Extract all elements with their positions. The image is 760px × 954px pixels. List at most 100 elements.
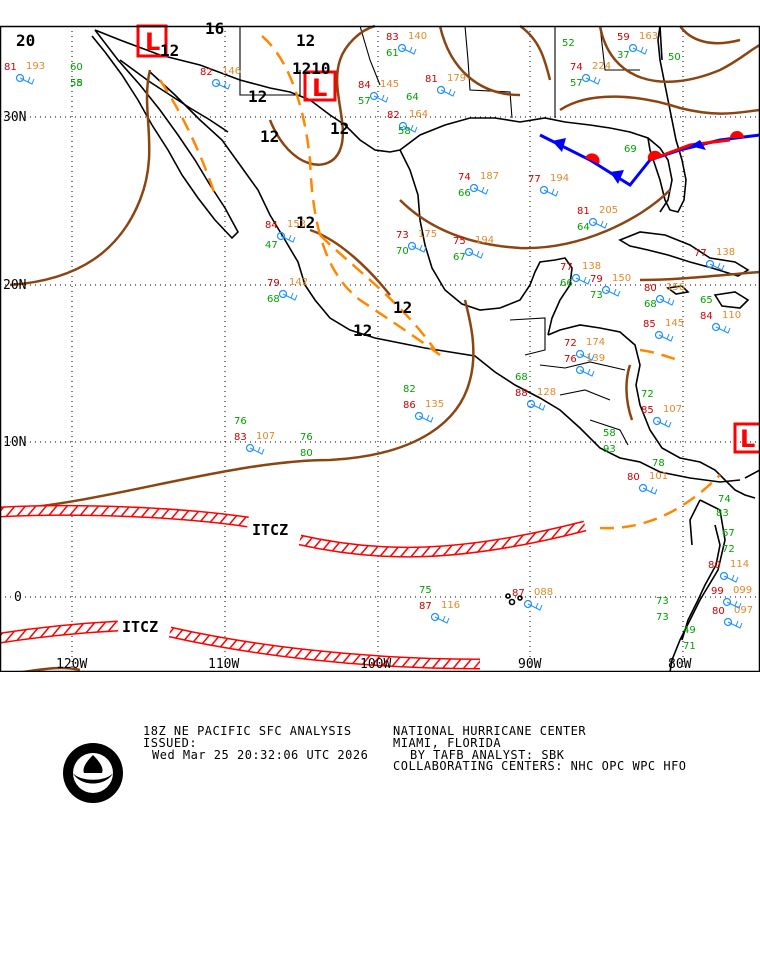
station-circle-icon bbox=[723, 617, 733, 627]
station-circle-icon bbox=[245, 443, 255, 453]
station-plot: 85 145 bbox=[643, 318, 684, 342]
station-circle-icon bbox=[575, 365, 585, 375]
isobar-label: 12 bbox=[393, 298, 412, 317]
wind-barb-icon bbox=[530, 402, 546, 411]
wind-barb-icon bbox=[709, 262, 725, 271]
station-temperature: 84 bbox=[700, 311, 713, 322]
station-plot: 80 101 bbox=[627, 471, 668, 495]
station-dewpoint: 68 bbox=[644, 299, 657, 310]
station-plot: 86 135 bbox=[403, 399, 444, 423]
station-plot: 68 bbox=[515, 372, 528, 383]
wind-barb-icon bbox=[249, 446, 265, 455]
station-plot: 80 097 bbox=[712, 605, 753, 629]
wind-barb-icon bbox=[715, 325, 731, 334]
station-pressure: 140 bbox=[408, 31, 427, 42]
station-pressure: 139 bbox=[586, 353, 605, 364]
wind-barb-icon bbox=[401, 46, 417, 55]
isobar-label: 12 bbox=[248, 87, 267, 106]
station-pressure: 194 bbox=[475, 235, 494, 246]
station-plot: 78 bbox=[652, 458, 665, 469]
station-temperature: 82 bbox=[387, 110, 400, 121]
station-pressure: 179 bbox=[447, 73, 466, 84]
station-temperature: 77 bbox=[560, 262, 573, 273]
station-plot: 83 bbox=[716, 508, 729, 519]
station-plot: 80 156 bbox=[644, 282, 685, 306]
issued-label: ISSUED: bbox=[143, 736, 198, 750]
wind-barb-icon bbox=[411, 244, 427, 253]
wind-barb-icon bbox=[440, 88, 456, 97]
station-dewpoint: 58 bbox=[603, 428, 616, 439]
station-plot: 85 107 bbox=[641, 404, 682, 428]
station-dewpoint: 67 bbox=[722, 528, 735, 539]
low-center-value: 1210 bbox=[292, 59, 331, 78]
analysis-title: 18Z NE PACIFIC SFC ANALYSIS bbox=[143, 724, 352, 738]
wind-barb-icon bbox=[575, 276, 591, 285]
low-pressure-centers: L L L bbox=[136, 24, 760, 454]
station-plot: 75 194 bbox=[453, 235, 494, 259]
lon-label: 110W bbox=[208, 657, 239, 672]
station-plot: 81 193 bbox=[4, 61, 45, 85]
station-plot: 82 164 bbox=[387, 109, 428, 133]
station-pressure: 164 bbox=[409, 109, 428, 120]
station-temperature: 84 bbox=[265, 220, 278, 231]
wind-barb-icon bbox=[282, 292, 298, 301]
station-plot: 82 146 bbox=[200, 66, 241, 90]
station-dewpoint: 37 bbox=[617, 50, 630, 61]
station-dewpoint: 67 bbox=[453, 252, 466, 263]
isobar-label: 16 bbox=[205, 19, 224, 38]
station-dewpoint: 58 bbox=[70, 78, 83, 89]
station-plot: 79 150 bbox=[590, 273, 631, 297]
station-circle-icon bbox=[655, 294, 665, 304]
wind-barb-icon bbox=[402, 124, 418, 133]
station-dewpoint: 68 bbox=[515, 372, 528, 383]
wind-barb-icon bbox=[19, 76, 35, 85]
station-plot: 50 bbox=[668, 52, 681, 63]
map-background bbox=[0, 0, 760, 672]
station-plot: 87 116 bbox=[419, 600, 460, 624]
station-plot: 76 bbox=[300, 432, 313, 443]
station-dewpoint: 64 bbox=[406, 92, 419, 103]
station-pressure: 174 bbox=[586, 337, 605, 348]
station-dewpoint: 58 bbox=[398, 126, 411, 137]
station-plot: 88 128 bbox=[515, 387, 556, 411]
station-temperature: 74 bbox=[458, 172, 471, 183]
wind-barb-icon bbox=[579, 368, 595, 377]
itcz-labels: ITCZ ITCZ bbox=[122, 521, 288, 636]
station-temperature: 83 bbox=[234, 432, 247, 443]
wind-barb-icon bbox=[473, 186, 489, 195]
station-temperature: 74 bbox=[570, 62, 583, 73]
station-pressure: 187 bbox=[480, 171, 499, 182]
low-center-marker: L bbox=[312, 74, 327, 102]
station-pressure: 110 bbox=[722, 310, 741, 321]
isobar-label: 12 bbox=[296, 31, 315, 50]
station-circle-icon bbox=[652, 416, 662, 426]
station-plot: 73 bbox=[590, 290, 603, 301]
station-plot: 57 bbox=[570, 78, 583, 89]
lat-lon-grid bbox=[0, 26, 760, 672]
station-temperature: 82 bbox=[200, 67, 213, 78]
station-dewpoint: 82 bbox=[403, 384, 416, 395]
station-plot: 58 bbox=[603, 428, 616, 439]
station-pressure: 205 bbox=[599, 205, 618, 216]
station-plot: 77 194 bbox=[528, 173, 569, 197]
station-circle-icon bbox=[464, 247, 474, 257]
station-temperature: 80 bbox=[708, 560, 721, 571]
stationary-front bbox=[539, 131, 760, 187]
station-dewpoint: 73 bbox=[590, 290, 603, 301]
station-plot: 67 bbox=[453, 252, 466, 263]
station-pressure: 145 bbox=[380, 79, 399, 90]
station-dewpoint: 52 bbox=[562, 38, 575, 49]
station-plot: 58 bbox=[70, 78, 83, 89]
station-pressure: 088 bbox=[534, 587, 553, 598]
station-temperature: 81 bbox=[577, 206, 590, 217]
station-pressure: 194 bbox=[550, 173, 569, 184]
wind-barb-icon bbox=[434, 615, 450, 624]
station-plot: 71 bbox=[683, 641, 696, 652]
station-circle-icon bbox=[276, 231, 286, 241]
station-plot: 57 bbox=[358, 96, 371, 107]
station-dewpoint: 50 bbox=[668, 52, 681, 63]
station-pressure: 193 bbox=[26, 61, 45, 72]
station-dewpoint: 66 bbox=[458, 188, 471, 199]
station-pressure: 163 bbox=[639, 31, 658, 42]
station-dewpoint: 83 bbox=[716, 508, 729, 519]
